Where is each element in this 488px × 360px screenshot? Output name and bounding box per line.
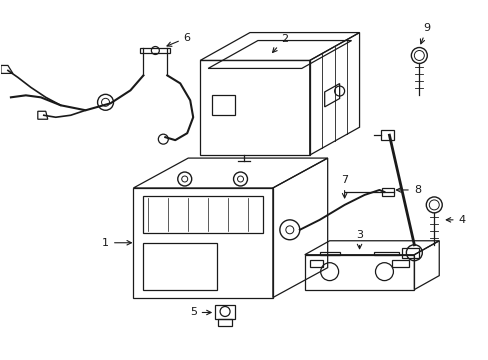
Text: 1: 1 [102, 238, 131, 248]
Text: 6: 6 [167, 32, 190, 46]
Text: 8: 8 [396, 185, 420, 195]
Text: 5: 5 [189, 307, 211, 318]
Text: 4: 4 [446, 215, 465, 225]
Text: 9: 9 [420, 23, 430, 44]
Text: 3: 3 [355, 230, 362, 249]
Text: 2: 2 [272, 33, 288, 53]
Text: 7: 7 [340, 175, 347, 198]
